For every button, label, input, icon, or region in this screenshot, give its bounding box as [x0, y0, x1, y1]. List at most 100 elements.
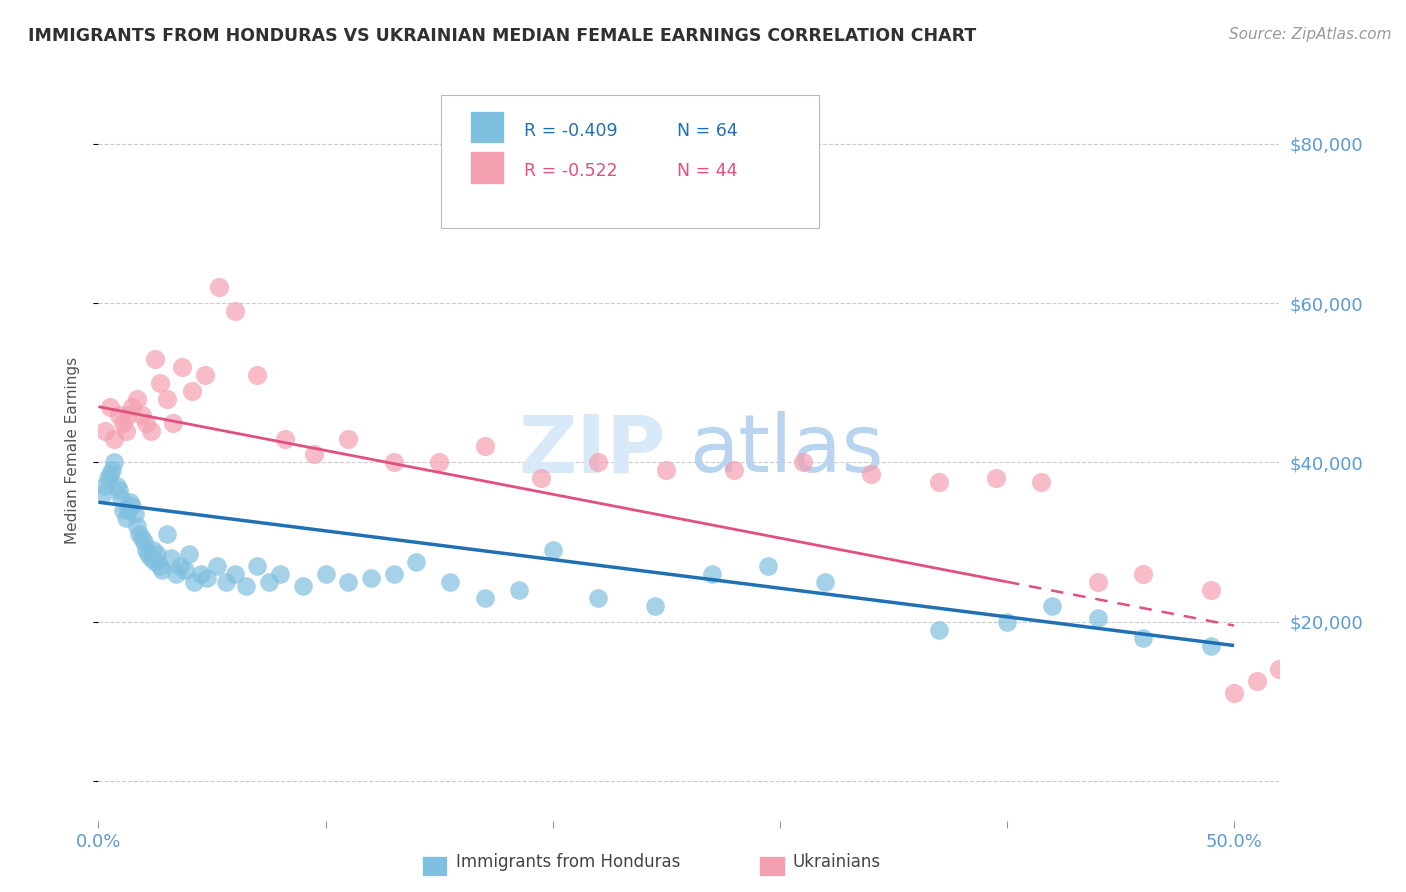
- Point: [257, 574, 280, 589]
- Point: [160, 550, 183, 565]
- Point: [1223, 686, 1246, 700]
- Point: [135, 416, 157, 430]
- Point: [382, 455, 405, 469]
- Point: [273, 432, 295, 446]
- Point: [269, 566, 291, 581]
- Point: [586, 591, 609, 605]
- Point: [125, 519, 148, 533]
- Point: [183, 574, 205, 589]
- FancyBboxPatch shape: [471, 152, 503, 184]
- Point: [1268, 662, 1291, 676]
- Point: [928, 623, 950, 637]
- Point: [190, 566, 212, 581]
- Point: [474, 591, 496, 605]
- Point: [165, 566, 187, 581]
- Point: [135, 543, 157, 558]
- Point: [117, 503, 139, 517]
- Point: [120, 495, 142, 509]
- FancyBboxPatch shape: [471, 111, 503, 144]
- Point: [700, 566, 723, 581]
- Point: [150, 563, 173, 577]
- Point: [101, 463, 124, 477]
- Point: [723, 463, 745, 477]
- Point: [1087, 610, 1109, 624]
- Point: [139, 424, 162, 438]
- Point: [291, 579, 314, 593]
- Text: atlas: atlas: [689, 411, 883, 490]
- Point: [162, 416, 184, 430]
- Point: [91, 487, 114, 501]
- Point: [103, 432, 125, 446]
- Point: [169, 558, 191, 573]
- Point: [337, 574, 360, 589]
- Point: [792, 455, 814, 469]
- Point: [124, 507, 146, 521]
- Point: [131, 531, 153, 545]
- Point: [155, 527, 177, 541]
- Text: IMMIGRANTS FROM HONDURAS VS UKRAINIAN MEDIAN FEMALE EARNINGS CORRELATION CHART: IMMIGRANTS FROM HONDURAS VS UKRAINIAN ME…: [28, 27, 976, 45]
- Point: [360, 571, 382, 585]
- Point: [474, 440, 496, 454]
- Point: [94, 424, 117, 438]
- Point: [1246, 674, 1268, 689]
- Point: [205, 558, 228, 573]
- Point: [224, 304, 246, 318]
- Point: [155, 392, 177, 406]
- Text: N = 44: N = 44: [678, 162, 738, 180]
- Point: [859, 467, 882, 482]
- Point: [110, 491, 132, 506]
- Point: [180, 384, 202, 398]
- Point: [172, 359, 194, 374]
- Point: [131, 408, 153, 422]
- Point: [246, 558, 269, 573]
- Point: [149, 558, 172, 573]
- Text: ZIP: ZIP: [517, 411, 665, 490]
- Point: [208, 280, 231, 294]
- Point: [114, 511, 136, 525]
- Point: [439, 574, 461, 589]
- Point: [132, 535, 155, 549]
- Point: [541, 543, 564, 558]
- Point: [149, 376, 172, 390]
- Point: [1132, 566, 1154, 581]
- Point: [108, 483, 131, 498]
- Point: [508, 582, 530, 597]
- Point: [655, 463, 678, 477]
- Point: [125, 392, 148, 406]
- Point: [382, 566, 405, 581]
- Point: [142, 543, 165, 558]
- Text: Ukrainians: Ukrainians: [793, 854, 882, 871]
- Point: [143, 351, 166, 366]
- Point: [197, 571, 219, 585]
- Point: [121, 400, 143, 414]
- Point: [138, 547, 160, 561]
- Point: [117, 408, 139, 422]
- Point: [112, 416, 135, 430]
- Point: [1132, 631, 1154, 645]
- Point: [105, 479, 128, 493]
- Point: [224, 566, 246, 581]
- Point: [814, 574, 837, 589]
- Point: [586, 455, 609, 469]
- Point: [530, 471, 553, 485]
- Point: [235, 579, 257, 593]
- Text: R = -0.409: R = -0.409: [523, 121, 617, 140]
- Point: [315, 566, 337, 581]
- Point: [1201, 639, 1223, 653]
- Point: [96, 471, 118, 485]
- FancyBboxPatch shape: [441, 95, 818, 228]
- Point: [1040, 599, 1063, 613]
- Text: N = 64: N = 64: [678, 121, 738, 140]
- Point: [146, 547, 169, 561]
- Point: [112, 503, 135, 517]
- Y-axis label: Median Female Earnings: Median Female Earnings: [65, 357, 80, 544]
- Point: [928, 475, 950, 490]
- Text: R = -0.522: R = -0.522: [523, 162, 617, 180]
- Point: [302, 447, 325, 461]
- Point: [143, 555, 166, 569]
- Point: [108, 408, 131, 422]
- Point: [121, 499, 143, 513]
- Text: Source: ZipAtlas.com: Source: ZipAtlas.com: [1229, 27, 1392, 42]
- Point: [644, 599, 666, 613]
- Point: [995, 615, 1018, 629]
